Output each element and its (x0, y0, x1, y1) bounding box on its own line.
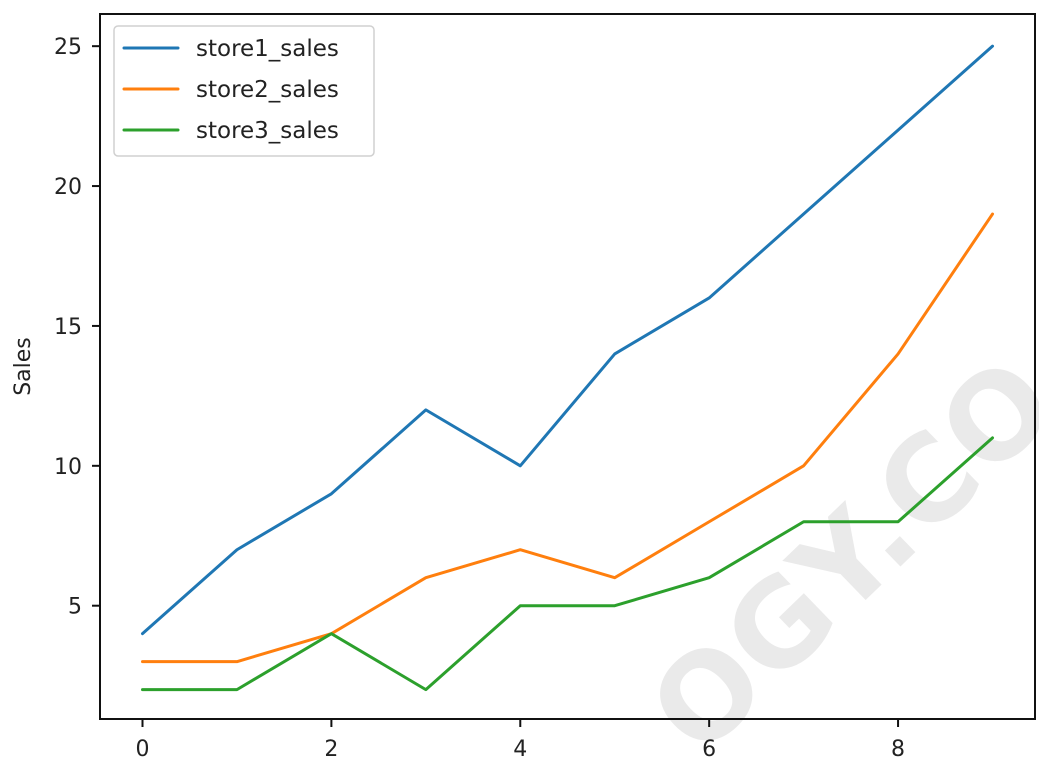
watermark-text: OGY.CO (624, 331, 1039, 765)
legend-label-store1_sales: store1_sales (196, 36, 339, 62)
series-layer (141, 44, 994, 692)
y-tick-label-10: 10 (54, 455, 82, 480)
watermark-layer: OGY.CO (624, 331, 1039, 765)
series-line-store3_sales (141, 436, 994, 692)
legend-box (113, 25, 375, 157)
legend-label-store2_sales: store2_sales (196, 77, 339, 103)
x-tick-label-8: 8 (891, 737, 905, 762)
y-tick-label-15: 15 (54, 315, 82, 340)
x-tick-label-2: 2 (324, 737, 338, 762)
x-tick-label-6: 6 (702, 737, 716, 762)
series-line-store1_sales (141, 44, 994, 636)
y-tick-label-20: 20 (54, 175, 82, 200)
legend-label-store3_sales: store3_sales (196, 118, 339, 144)
y-tick-label-5: 5 (68, 595, 82, 620)
axes-layer: 0 2 4 6 8 5 10 15 20 25 Sales (11, 35, 905, 762)
series-line-store2_sales (141, 212, 994, 664)
y-tick-label-25: 25 (54, 35, 82, 60)
x-tick-label-4: 4 (513, 737, 527, 762)
plot-frame (99, 13, 1036, 720)
y-axis-title: Sales (11, 337, 36, 396)
legend: store1_sales store2_sales store3_sales (113, 25, 375, 157)
x-tick-label-0: 0 (136, 737, 150, 762)
